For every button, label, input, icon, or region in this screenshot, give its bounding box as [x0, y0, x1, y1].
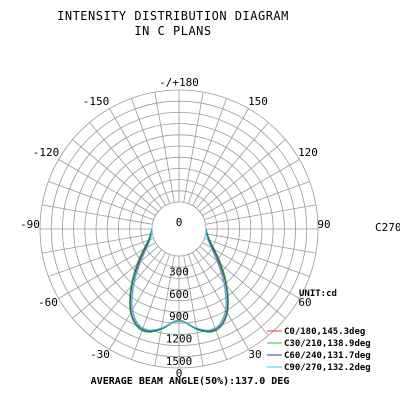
unit-label: UNIT:cd [299, 289, 337, 299]
radial-tick-label: 600 [169, 288, 189, 301]
angle-label: 30 [248, 348, 261, 361]
polar-labels: -/+1801501209060300-30-60-90-120-1500300… [20, 76, 331, 380]
grid-spoke [205, 233, 316, 254]
chart-legend: UNIT:cd C0/180,145.3deg C30/210,138.9deg C6… [267, 289, 371, 373]
legend-entry: C0/180,145.3deg [284, 327, 365, 337]
cutoff-label: C270 [375, 221, 400, 234]
radial-tick-label: 1500 [166, 355, 193, 368]
grid-spoke [154, 255, 175, 366]
grid-spoke [192, 108, 249, 206]
angle-label: -150 [83, 95, 110, 108]
grid-spoke [196, 249, 269, 336]
grid-spoke [204, 181, 310, 221]
grid-spoke [42, 204, 153, 225]
angle-label: -30 [90, 348, 110, 361]
grid-spoke [199, 246, 286, 319]
angle-label: 60 [298, 296, 311, 309]
grid-spoke [72, 139, 159, 212]
legend-entry: C30/210,138.9deg [284, 339, 371, 349]
grid-spoke [42, 233, 153, 254]
angle-label: -120 [33, 146, 60, 159]
angle-label: -90 [20, 218, 40, 231]
average-beam-angle: AVERAGE BEAM ANGLE(50%):137.0 DEG [90, 376, 290, 387]
grid-spoke [72, 246, 159, 319]
angle-label: -60 [38, 296, 58, 309]
series-curve [131, 228, 227, 331]
chart-title-line-2: IN C PLANS [134, 24, 212, 38]
grid-spoke [196, 122, 269, 209]
grid-spoke [109, 108, 166, 206]
grid-spoke [48, 237, 154, 277]
angle-label: 150 [248, 95, 268, 108]
angle-label: 0 [176, 367, 183, 380]
grid-spoke [131, 254, 171, 360]
radial-tick-label: 300 [169, 265, 189, 278]
angle-label: 90 [317, 218, 330, 231]
grid-spoke [131, 98, 171, 204]
grid-spoke [183, 255, 204, 366]
grid-spoke [204, 237, 310, 277]
grid-spoke [48, 181, 154, 221]
grid-spoke [202, 242, 300, 299]
angle-label: -/+180 [159, 76, 199, 89]
legend-entry: C90/270,132.2deg [284, 363, 371, 373]
grid-spoke [187, 254, 227, 360]
polar-grid [39, 89, 319, 369]
chart-title-line-1: INTENSITY DISTRIBUTION DIAGRAM [57, 9, 289, 23]
grid-spoke [199, 139, 286, 212]
polar-curves [129, 228, 229, 333]
grid-spoke [154, 92, 175, 203]
grid-spoke [202, 159, 300, 216]
grid-spoke [89, 249, 162, 336]
radial-tick-label: 900 [169, 310, 189, 323]
radial-tick-label: 1200 [166, 333, 193, 346]
series-curve [129, 228, 229, 333]
grid-spoke [89, 122, 162, 209]
grid-spoke [205, 204, 316, 225]
grid-spoke [187, 98, 227, 204]
legend-entry: C60/240,131.7deg [284, 351, 371, 361]
grid-circle-inner [151, 201, 207, 257]
angle-label: 120 [298, 146, 318, 159]
radial-tick-label: 0 [176, 216, 183, 229]
grid-spoke [192, 252, 249, 350]
grid-spoke [183, 92, 204, 203]
grid-spoke [109, 252, 166, 350]
grid-spoke [58, 159, 156, 216]
grid-spoke [58, 242, 156, 299]
